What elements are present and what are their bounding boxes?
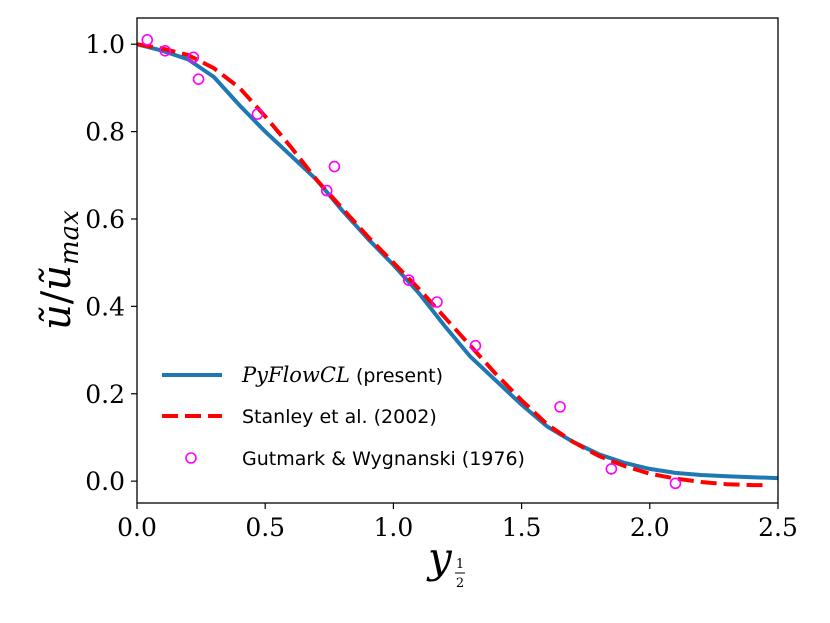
series-layer: [136, 34, 779, 490]
y-axis-label-text: ũ/ũmax: [34, 210, 85, 330]
plot-frame: [136, 17, 779, 504]
gutmark-data-point: [251, 108, 264, 120]
y-tick-label: 0.4: [85, 292, 125, 321]
x-axis-subscript-numerator: 1: [456, 557, 464, 572]
y-axis-label-subscript: max: [55, 210, 85, 265]
gutmark-data-point: [402, 274, 415, 286]
gutmark-data-point: [669, 477, 682, 490]
y-tick-label: 0.6: [85, 205, 125, 234]
x-axis-label-subscript: 1 2: [455, 557, 465, 591]
x-tick-label: 0.0: [117, 513, 157, 542]
legend-label-pyflowcl: PyFlowCL (present): [241, 363, 443, 387]
ticks-layer: 0.0 0.5 1.0 1.5 2.0 2.5 0.0 0.2 0.4 0.6 0.8 1.0: [85, 30, 798, 542]
gutmark-data-point: [605, 463, 618, 475]
y-axis-label-denominator: ũ: [34, 265, 80, 291]
legend-label-gutmark: Gutmark & Wygnanski (1976): [242, 448, 525, 470]
series-pyflowcl-line: [136, 42, 779, 481]
x-tick-label: 0.5: [245, 513, 285, 542]
gutmark-data-point: [431, 296, 443, 308]
series-stanley-line: [136, 42, 766, 488]
gutmark-data-point: [328, 160, 341, 173]
legend-label-pyflowcl-italic: PyFlowCL: [241, 363, 350, 387]
gutmark-data-point: [159, 44, 172, 57]
gutmark-data-point: [320, 184, 333, 197]
x-axis-label: y: [426, 533, 453, 582]
y-tick-label: 1.0: [85, 30, 125, 59]
x-tick-label: 2.0: [630, 513, 670, 542]
legend-label-stanley: Stanley et al. (2002): [242, 406, 437, 428]
x-tick-label: 2.5: [758, 513, 798, 542]
gutmark-data-point: [554, 401, 566, 413]
gutmark-data-point: [141, 34, 154, 46]
gutmark-data-point: [192, 73, 205, 85]
x-tick-label: 1.5: [502, 513, 542, 542]
x-axis-subscript-denominator: 2: [456, 576, 464, 591]
gutmark-data-point: [187, 51, 200, 64]
y-tick-label: 0.2: [85, 380, 125, 409]
y-axis-label-slash: /: [34, 290, 80, 304]
gutmark-data-point: [469, 339, 482, 352]
y-tick-label: 0.8: [85, 118, 125, 147]
y-tick-label: 0.0: [85, 467, 125, 496]
y-axis-label-numerator: ũ: [34, 304, 80, 330]
legend-label-pyflowcl-rest: (present): [350, 365, 443, 387]
legend-marker-gutmark: [185, 452, 197, 464]
y-axis-label: ũ/ũmax: [34, 210, 85, 330]
x-tick-label: 1.0: [374, 513, 414, 542]
legend: PyFlowCL (present) Stanley et al. (2002)…: [162, 363, 525, 470]
